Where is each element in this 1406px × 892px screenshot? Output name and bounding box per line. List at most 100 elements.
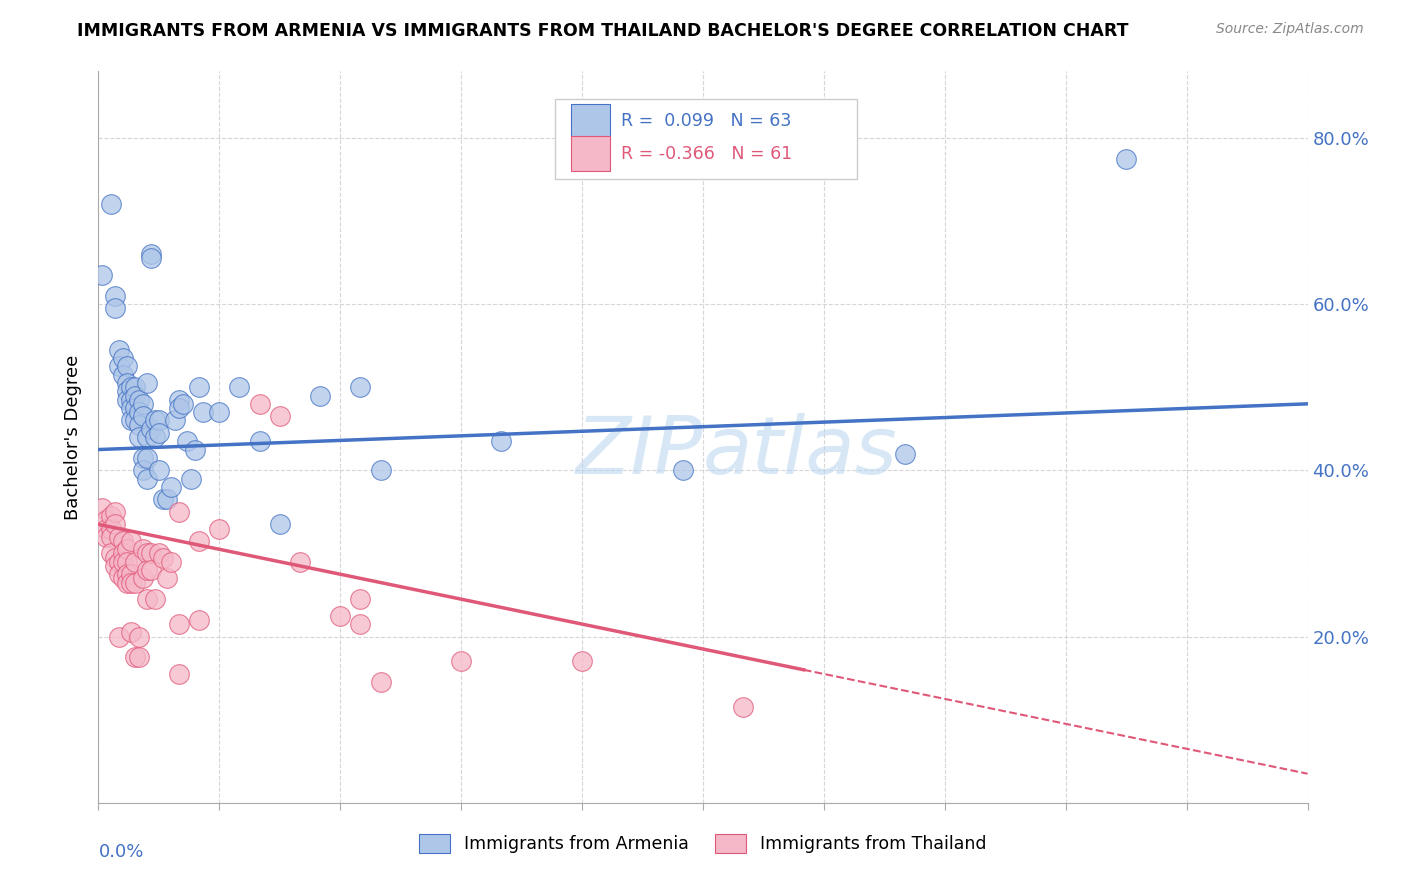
Point [249,434,271,449]
Point [139,563,162,577]
Point [96,513,118,527]
Point [156,492,179,507]
Point [193,405,215,419]
Point [103,550,125,565]
Point [120,392,142,407]
Point [167,392,190,407]
Point [172,397,194,411]
Point [124,388,146,402]
Point [124,555,146,569]
Point [139,247,162,261]
Point [1115,152,1137,166]
Point [148,546,170,560]
Point [103,301,125,316]
Point [115,575,138,590]
Point [269,517,291,532]
Point [107,630,129,644]
Point [115,376,138,390]
Point [132,571,155,585]
Point [115,384,138,399]
Point [188,380,211,394]
Point [111,571,134,585]
Text: 0.0%: 0.0% [98,843,143,861]
Point [135,430,157,444]
Point [370,675,392,690]
Point [128,392,150,407]
Point [100,509,122,524]
Text: R =  0.099   N = 63: R = 0.099 N = 63 [621,112,792,130]
Point [349,592,371,607]
Point [139,546,162,560]
Point [132,397,155,411]
Point [91,500,114,515]
Legend: Immigrants from Armenia, Immigrants from Thailand: Immigrants from Armenia, Immigrants from… [412,827,994,860]
Point [124,401,146,415]
Point [143,592,166,607]
Point [163,413,186,427]
Point [167,505,190,519]
Point [228,380,250,394]
Point [103,517,125,532]
Point [107,359,129,374]
Point [208,521,231,535]
Point [128,405,150,419]
Point [128,430,150,444]
Point [91,268,114,282]
Text: Source: ZipAtlas.com: Source: ZipAtlas.com [1216,22,1364,37]
Point [148,463,170,477]
Point [103,505,125,519]
Point [128,650,150,665]
Point [184,442,207,457]
Point [188,613,211,627]
Point [156,571,179,585]
Point [107,343,129,357]
Point [120,380,142,394]
Point [107,555,129,569]
Point [115,542,138,557]
Point [120,533,142,548]
Point [450,655,472,669]
Point [120,401,142,415]
Point [120,575,142,590]
Point [111,555,134,569]
Point [571,655,593,669]
Point [893,447,915,461]
Point [111,546,134,560]
Point [96,530,118,544]
Point [349,617,371,632]
Point [329,608,352,623]
Point [269,409,291,424]
FancyBboxPatch shape [571,136,610,171]
Point [107,567,129,582]
Point [115,392,138,407]
Point [180,472,202,486]
Point [167,401,190,415]
Point [135,376,157,390]
Point [176,434,198,449]
Point [167,667,190,681]
Point [143,413,166,427]
Text: atlas: atlas [703,413,898,491]
Point [152,492,174,507]
Point [100,521,122,535]
Point [103,289,125,303]
Point [309,388,332,402]
Point [132,450,155,465]
FancyBboxPatch shape [571,103,610,138]
Point [135,450,157,465]
Point [672,463,695,477]
Point [160,555,183,569]
Point [135,472,157,486]
Point [288,555,311,569]
Point [370,463,392,477]
Y-axis label: Bachelor's Degree: Bachelor's Degree [65,354,83,520]
Point [135,592,157,607]
Point [111,368,134,382]
Point [100,546,122,560]
Point [111,533,134,548]
Text: IMMIGRANTS FROM ARMENIA VS IMMIGRANTS FROM THAILAND BACHELOR'S DEGREE CORRELATIO: IMMIGRANTS FROM ARMENIA VS IMMIGRANTS FR… [77,22,1129,40]
Point [124,650,146,665]
Point [167,617,190,632]
Point [96,521,118,535]
Point [100,197,122,211]
